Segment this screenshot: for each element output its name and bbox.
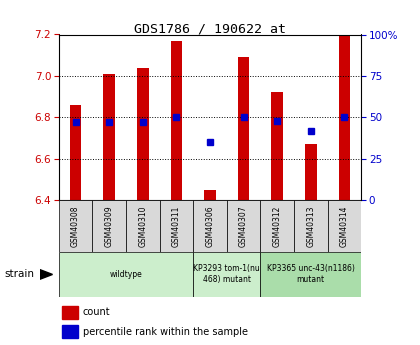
Text: count: count <box>83 307 110 317</box>
Text: GSM40306: GSM40306 <box>205 205 215 247</box>
Bar <box>103 74 115 200</box>
Text: GSM40312: GSM40312 <box>273 205 282 247</box>
Bar <box>70 105 81 200</box>
Bar <box>260 200 294 252</box>
Text: GSM40310: GSM40310 <box>138 205 147 247</box>
Bar <box>126 200 160 252</box>
Bar <box>62 325 79 338</box>
Bar <box>160 200 193 252</box>
Text: GSM40308: GSM40308 <box>71 205 80 247</box>
Bar <box>193 252 260 297</box>
Bar <box>339 34 350 200</box>
Text: GDS1786 / 190622_at: GDS1786 / 190622_at <box>134 22 286 36</box>
Bar <box>227 200 260 252</box>
Bar <box>238 57 249 200</box>
Bar <box>294 200 328 252</box>
Text: KP3293 tom-1(nu
468) mutant: KP3293 tom-1(nu 468) mutant <box>194 264 260 284</box>
Bar <box>62 306 79 319</box>
Polygon shape <box>40 270 52 279</box>
Bar <box>271 92 283 200</box>
Bar <box>137 68 149 200</box>
Text: GSM40311: GSM40311 <box>172 205 181 247</box>
Text: KP3365 unc-43(n1186)
mutant: KP3365 unc-43(n1186) mutant <box>267 264 355 284</box>
Text: percentile rank within the sample: percentile rank within the sample <box>83 327 248 337</box>
Bar <box>171 41 182 200</box>
Bar <box>328 200 361 252</box>
Bar <box>59 252 193 297</box>
Text: GSM40314: GSM40314 <box>340 205 349 247</box>
Bar <box>305 144 317 200</box>
Bar <box>193 200 227 252</box>
Text: strain: strain <box>4 269 34 279</box>
Bar <box>260 252 361 297</box>
Text: GSM40309: GSM40309 <box>105 205 114 247</box>
Bar <box>59 200 92 252</box>
Bar <box>204 190 216 200</box>
Text: wildtype: wildtype <box>110 270 142 279</box>
Text: GSM40313: GSM40313 <box>306 205 315 247</box>
Text: GSM40307: GSM40307 <box>239 205 248 247</box>
Bar <box>92 200 126 252</box>
